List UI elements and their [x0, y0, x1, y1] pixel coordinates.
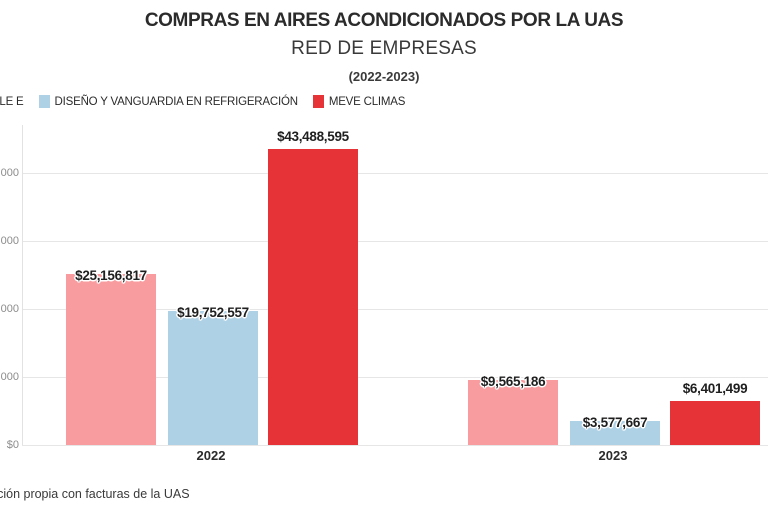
legend-item-0[interactable]: TRIPLE E [0, 95, 24, 108]
bar-value-label: $6,401,499 [682, 381, 748, 397]
gridline [22, 376, 768, 378]
y-axis-tick-label: $0 [6, 439, 19, 451]
gridline [22, 172, 768, 174]
bar-2022-series-2[interactable]: $43,488,595 [268, 129, 358, 445]
bar-value-label: $3,577,667 [582, 414, 648, 430]
legend-swatch-icon [38, 95, 50, 108]
y-axis-tick-label: $10,000,000 [0, 370, 19, 383]
bar-2022-series-0[interactable]: $25,156,817 [66, 268, 156, 445]
bar-2023-series-1[interactable]: $3,577,667 [570, 415, 660, 445]
legend-swatch-icon [312, 95, 324, 108]
y-axis-tick-label: $30,000,000 [0, 234, 19, 247]
bar-value-label: $9,565,186 [480, 373, 546, 389]
chart-period: (2022-2023) [348, 69, 420, 84]
legend-item-2[interactable]: MEVE CLIMAS [312, 95, 406, 108]
gridlines [0, 125, 768, 446]
gridline [22, 240, 768, 242]
legend-item-label: DISEÑO Y VANGUARDIA EN REFRIGERACIÓN [54, 95, 298, 108]
chart-legend: TRIPLE E DISEÑO Y VANGUARDIA EN REFRIGERA… [0, 95, 413, 108]
bar-value-label: $43,488,595 [277, 129, 349, 145]
x-axis-label-2022: 2022 [196, 448, 226, 463]
bar-series-container: $25,156,817 $9,565,186 $19,752,557 $3,577,6… [0, 125, 768, 445]
chart-subtitle: RED DE EMPRESAS [291, 38, 477, 59]
y-axis-line [22, 125, 23, 445]
bar-2023-series-2[interactable]: $6,401,499 [670, 381, 760, 445]
y-axis-tick-label: $40,000,000 [0, 166, 19, 179]
bar-2023-series-0[interactable]: $9,565,186 [468, 374, 558, 445]
legend-item-1[interactable]: DISEÑO Y VANGUARDIA EN REFRIGERACIÓN [38, 95, 298, 108]
y-axis-tick-label: $20,000,000 [0, 302, 19, 315]
bar-2022-series-1[interactable]: $19,752,557 [168, 305, 258, 445]
gridline [22, 308, 768, 310]
gridline [22, 445, 768, 446]
source-note: Elaboración propia con facturas de la UA… [0, 487, 190, 501]
bar-value-label: $25,156,817 [75, 267, 147, 283]
legend-item-label: TRIPLE E [0, 95, 24, 108]
x-axis-label-2023: 2023 [598, 448, 628, 463]
plot-area: $0 $10,000,000 $20,000,000 $30,000,000 $40,0… [0, 125, 768, 451]
x-axis-categories: 2022 2023 [0, 448, 768, 470]
title-block: COMPRAS EN AIRES ACONDICIONADOS POR LA U… [0, 0, 768, 84]
page-title: COMPRAS EN AIRES ACONDICIONADOS POR LA U… [144, 10, 624, 31]
bar-value-label: $19,752,557 [177, 304, 249, 320]
legend-item-label: MEVE CLIMAS [328, 95, 406, 108]
